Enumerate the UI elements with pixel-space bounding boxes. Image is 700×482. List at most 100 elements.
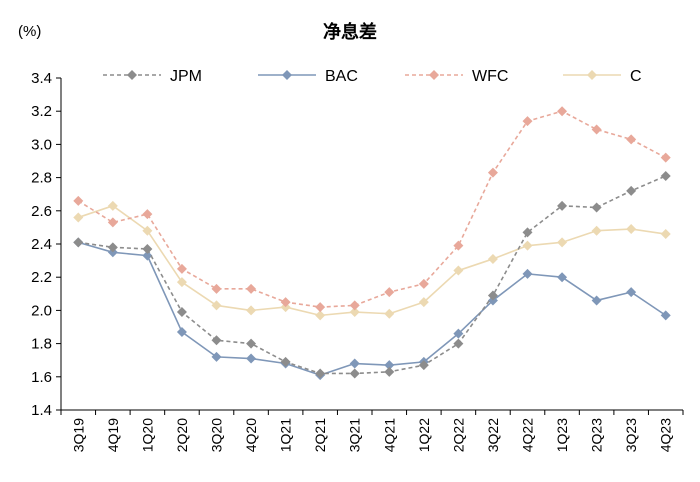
x-tick-label: 3Q20 (209, 418, 225, 452)
data-point-wfc (557, 106, 568, 117)
data-point-wfc (626, 134, 637, 145)
y-tick-label: 1.6 (31, 369, 52, 386)
legend-marker (429, 70, 439, 80)
data-point-c (211, 300, 222, 311)
data-point-c (522, 240, 533, 251)
data-point-bac (246, 353, 257, 364)
legend-label: BAC (325, 68, 358, 85)
data-point-wfc (660, 152, 671, 163)
axes: 1.4 1.6 1.8 2.0 2.2 2.4 2.6 2.8 3.0 3.2 3.4 3Q19 4Q1… (31, 70, 684, 452)
data-point-c (453, 265, 464, 276)
data-point-jpm (315, 368, 326, 379)
legend-item-jpm: JPM (103, 68, 202, 85)
data-point-wfc (176, 263, 187, 274)
data-point-wfc (487, 167, 498, 178)
data-point-c (315, 310, 326, 321)
data-point-c (660, 229, 671, 240)
y-tick-label: 1.4 (31, 402, 52, 419)
data-point-jpm (384, 366, 395, 377)
x-tick-label: 1Q22 (416, 418, 432, 452)
data-point-c (142, 225, 153, 236)
y-axis-unit-label: (%) (18, 23, 41, 40)
y-tick-label: 2.6 (31, 203, 52, 220)
data-point-wfc (453, 240, 464, 251)
data-point-jpm (142, 243, 153, 254)
data-point-wfc (142, 209, 153, 220)
data-point-c (418, 297, 429, 308)
data-point-wfc (522, 116, 533, 127)
data-point-jpm (349, 368, 360, 379)
data-point-c (591, 225, 602, 236)
data-point-bac (384, 360, 395, 371)
x-tick-label: 3Q22 (485, 418, 501, 452)
data-point-c (107, 200, 118, 211)
data-point-wfc (315, 302, 326, 313)
data-point-bac (349, 358, 360, 369)
x-tick-label: 1Q23 (554, 418, 570, 452)
data-point-bac (557, 272, 568, 283)
series-line-jpm (78, 175, 667, 375)
data-point-jpm (418, 360, 429, 371)
data-point-jpm (557, 200, 568, 211)
legend-item-wfc: WFC (405, 68, 508, 85)
y-tick-label: 3.2 (31, 103, 52, 120)
chart-title: 净息差 (323, 21, 377, 43)
y-tick-label: 2.4 (31, 236, 52, 253)
x-tick-label: 4Q22 (520, 418, 536, 452)
data-point-c (384, 308, 395, 319)
legend: JPM BAC WFC C (103, 68, 642, 85)
data-point-wfc (73, 195, 84, 206)
legend-item-bac: BAC (258, 68, 358, 85)
data-point-bac (626, 287, 637, 298)
x-tick-label: 3Q19 (70, 418, 86, 452)
series-line-bac (78, 241, 667, 376)
data-point-bac (453, 328, 464, 339)
series-bac (73, 237, 671, 381)
data-point-jpm (660, 170, 671, 181)
series-layer (73, 106, 671, 381)
legend-label: WFC (472, 68, 508, 85)
x-tick-label: 2Q20 (174, 418, 190, 452)
data-point-jpm (107, 242, 118, 253)
y-tick-label: 2.0 (31, 302, 52, 319)
data-point-wfc (591, 124, 602, 135)
data-point-bac (176, 326, 187, 337)
y-tick-label: 3.0 (31, 136, 52, 153)
data-point-c (73, 212, 84, 223)
x-tick-label: 2Q23 (589, 418, 605, 452)
series-jpm (73, 170, 671, 379)
data-point-bac (660, 310, 671, 321)
data-point-c (626, 224, 637, 235)
legend-marker (282, 70, 292, 80)
data-point-jpm (591, 202, 602, 213)
x-tick-label: 4Q23 (658, 418, 674, 452)
data-point-jpm (453, 338, 464, 349)
x-tick-label: 2Q21 (312, 418, 328, 452)
x-tick-label: 1Q21 (278, 418, 294, 452)
data-point-bac (591, 295, 602, 306)
x-tick-label: 4Q21 (381, 418, 397, 452)
y-tick-label: 2.8 (31, 170, 52, 187)
data-point-wfc (418, 278, 429, 289)
data-point-wfc (107, 217, 118, 228)
x-tick-label: 3Q21 (347, 418, 363, 452)
legend-item-c: C (563, 68, 642, 85)
y-tick-label: 3.4 (31, 70, 52, 87)
data-point-jpm (73, 237, 84, 248)
data-point-jpm (626, 185, 637, 196)
data-point-bac (211, 351, 222, 362)
x-tick-label: 4Q20 (243, 418, 259, 452)
data-point-c (349, 307, 360, 318)
data-point-jpm (246, 338, 257, 349)
data-point-wfc (280, 297, 291, 308)
data-point-c (557, 237, 568, 248)
y-tick-label: 1.8 (31, 336, 52, 353)
data-point-wfc (349, 300, 360, 311)
x-tick-label: 4Q19 (105, 418, 121, 452)
data-point-jpm (522, 227, 533, 238)
legend-label: C (630, 68, 642, 85)
series-line-wfc (77, 110, 667, 308)
data-point-wfc (384, 287, 395, 298)
legend-label: JPM (170, 68, 202, 85)
y-tick-label: 2.2 (31, 269, 52, 286)
